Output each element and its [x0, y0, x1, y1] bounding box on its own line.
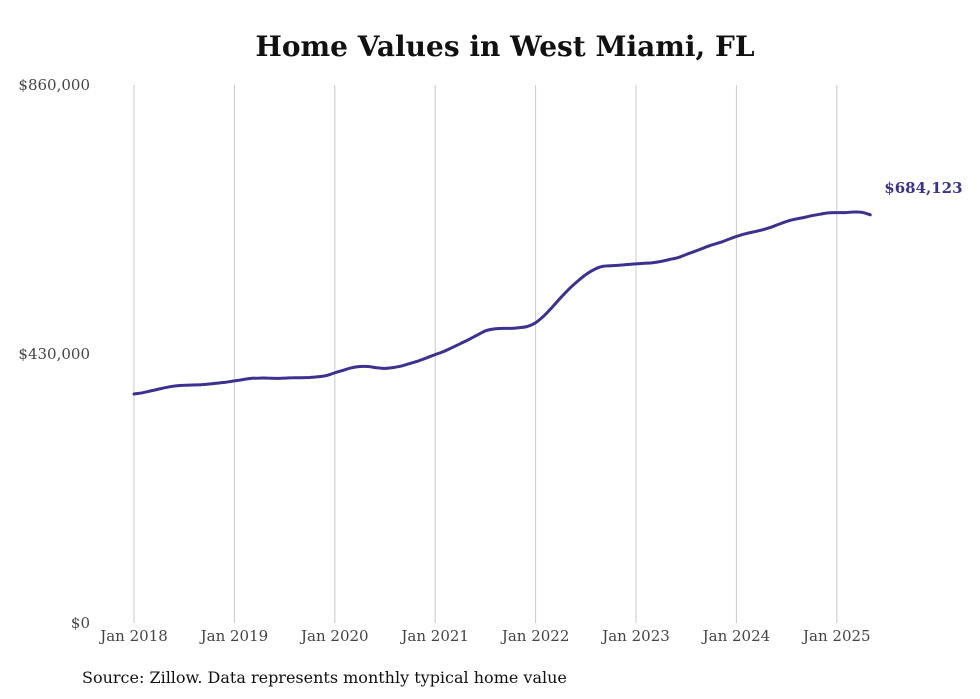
x-tick-label: Jan 2019 — [199, 627, 269, 645]
x-tick-label: Jan 2018 — [98, 627, 168, 645]
y-axis-ticks: $0 $430,000 $860,000 — [18, 76, 90, 632]
x-axis-ticks: Jan 2018 Jan 2019 Jan 2020 Jan 2021 Jan 2022… — [98, 627, 870, 645]
x-tick-label: Jan 2024 — [701, 627, 771, 645]
source-note: Source: Zillow. Data represents monthly … — [82, 668, 567, 687]
x-tick-label: Jan 2022 — [500, 627, 570, 645]
end-label-layer: $684,123 — [884, 179, 962, 197]
chart-title: Home Values in West Miami, FL — [255, 30, 755, 63]
grid-lines — [133, 85, 838, 623]
end-value-label: $684,123 — [884, 179, 962, 197]
y-tick-label: $430,000 — [18, 345, 90, 363]
y-tick-label: $860,000 — [18, 76, 90, 94]
x-tick-label: Jan 2021 — [399, 627, 469, 645]
series-layer — [132, 210, 872, 396]
y-tick-label: $0 — [71, 614, 90, 632]
x-tick-label: Jan 2025 — [801, 627, 871, 645]
x-tick-label: Jan 2020 — [299, 627, 369, 645]
x-tick-label: Jan 2023 — [600, 627, 670, 645]
series-line-0 — [132, 210, 872, 396]
